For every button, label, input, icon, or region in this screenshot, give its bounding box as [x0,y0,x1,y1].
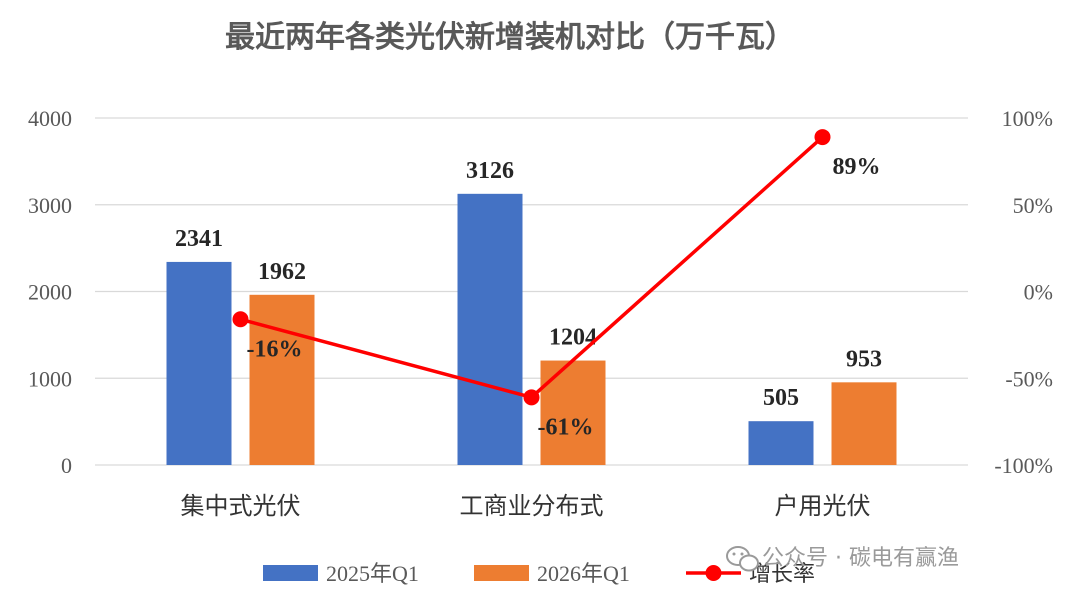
left-axis: 0 1000 2000 3000 4000 [28,106,72,478]
legend-swatch [263,565,318,581]
right-tick-label: -50% [1005,366,1053,391]
legend-label: 2025年Q1 [326,561,419,586]
legend-label: 2026年Q1 [537,561,630,586]
bar [831,382,897,465]
right-tick-label: 0% [1024,280,1053,305]
growth-data-label: -16% [247,336,303,362]
chart-title: 最近两年各类光伏新增装机对比（万千瓦） [225,20,795,55]
growth-point [523,389,540,406]
category-label: 户用光伏 [775,492,871,520]
legend-swatch [474,565,529,581]
bar [249,294,315,465]
growth-line-path [240,135,824,400]
watermark-text: 公众号 · 碳电有赢渔 [762,546,959,571]
growth-data-label: -61% [538,414,594,440]
left-tick-label: 3000 [28,193,72,218]
gridlines [95,117,968,466]
bar [540,360,606,465]
legend: 2025年Q1 2026年Q1 增长率 [263,561,815,587]
bar-data-label: 505 [763,385,799,411]
category-label: 集中式光伏 [181,492,301,520]
right-tick-label: 50% [1013,193,1053,218]
bars [166,193,897,465]
left-tick-label: 4000 [28,106,72,131]
bar [748,421,814,465]
category-label: 工商业分布式 [460,492,604,520]
left-tick-label: 1000 [28,366,72,391]
bar [457,193,523,465]
growth-point [814,129,831,146]
growth-point [232,311,249,328]
legend-marker [705,565,722,581]
bar-data-label: 953 [846,346,882,372]
right-tick-label: -100% [994,453,1053,478]
bar-data-label: 3126 [466,158,514,184]
bar-data-label: 1962 [258,259,306,285]
right-axis: -100% -50% 0% 50% 100% [994,106,1053,478]
bar [166,261,232,465]
watermark: 公众号 · 碳电有赢渔 [726,546,959,572]
left-tick-label: 0 [61,453,72,478]
bar-data-label: 2341 [175,226,223,252]
left-tick-label: 2000 [28,280,72,305]
category-labels: 集中式光伏 工商业分布式 户用光伏 [181,492,871,520]
legend-label: 增长率 [749,562,815,587]
wechat-icon [726,546,759,572]
right-tick-label: 100% [1002,106,1053,131]
growth-line: -16% -61% 89% [232,129,881,440]
growth-data-label: 89% [833,154,881,180]
